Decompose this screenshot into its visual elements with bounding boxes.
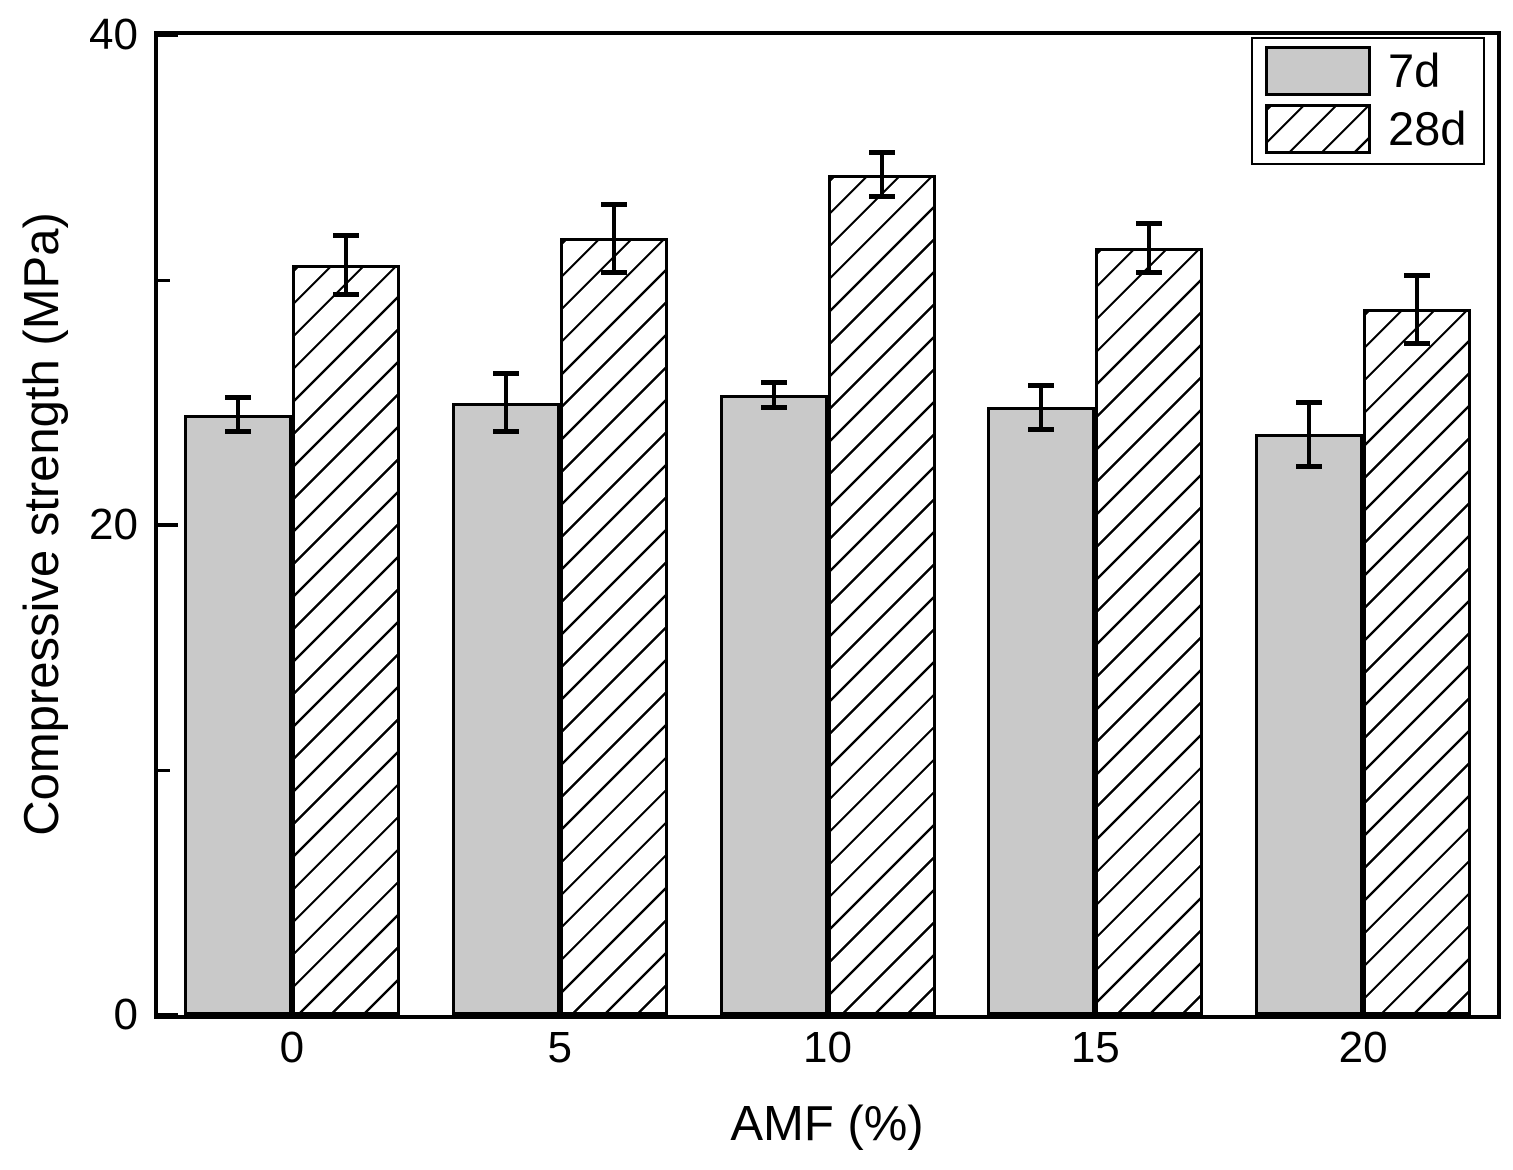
bar-7d-amf15 [987,407,1096,1015]
y-major-tick [158,523,178,527]
x-tick-label: 15 [1070,1023,1120,1072]
y-minor-tick [158,768,170,772]
bar-7d-amf0 [183,414,292,1015]
x-tick-label: 5 [547,1023,572,1072]
error-bar-cap-top [224,395,251,401]
error-bar-cap-bottom [492,429,519,435]
legend-swatch-28d [1265,104,1371,154]
error-bar-cap-bottom [1404,341,1431,347]
error-bar-cap-bottom [1296,463,1323,469]
error-bar-cap-top [1404,272,1431,278]
x-tick-label: 10 [803,1023,852,1072]
y-minor-tick [158,278,170,282]
bar-28d-amf5 [559,238,668,1015]
bar-28d-amf0 [291,265,400,1015]
bar-28d-amf10 [827,174,936,1015]
x-tick-label: 0 [279,1023,305,1072]
legend-row: 28d [1265,104,1483,154]
error-bar-cap-bottom [1028,426,1055,432]
error-bar-cap-top [600,201,627,207]
error-bar-7d-amf15 [1039,385,1044,430]
y-major-tick [158,33,178,37]
error-bar-28d-amf20 [1415,275,1420,344]
x-axis-title: AMF (%) [730,1097,924,1151]
error-bar-cap-top [1028,382,1055,388]
y-tick-label: 20 [89,500,138,549]
error-bar-cap-top [868,150,895,156]
bars-container [158,35,1497,1015]
error-bar-7d-amf5 [503,373,508,432]
error-bar-cap-top [332,233,359,239]
legend-swatch-7d [1265,46,1371,96]
error-bar-7d-amf10 [771,382,776,408]
error-bar-cap-top [1136,221,1163,227]
legend: 7d 28d [1251,37,1485,165]
error-bar-cap-bottom [1136,270,1163,276]
bar-28d-amf15 [1095,248,1204,1015]
bar-7d-amf20 [1255,434,1364,1015]
legend-label-28d: 28d [1388,102,1467,155]
error-bar-7d-amf0 [235,397,240,432]
error-bar-7d-amf20 [1307,402,1312,467]
y-tick-label: 40 [89,10,138,59]
error-bar-cap-top [492,370,519,376]
error-bar-cap-bottom [600,270,627,276]
error-bar-28d-amf10 [879,152,884,197]
bar-28d-amf20 [1363,309,1472,1015]
legend-row: 7d [1265,46,1483,96]
error-bar-28d-amf0 [343,235,348,295]
error-bar-cap-top [1296,400,1323,405]
bar-7d-amf5 [451,402,560,1015]
error-bar-28d-amf5 [611,204,616,273]
error-bar-cap-bottom [868,194,895,200]
x-tick-label: 20 [1338,1023,1388,1072]
y-tick-label: 0 [113,990,138,1039]
error-bar-28d-amf15 [1147,223,1152,273]
error-bar-cap-bottom [760,404,787,410]
error-bar-cap-bottom [224,429,251,435]
plot-area: 7d 28d [154,31,1501,1019]
error-bar-cap-bottom [332,292,359,298]
legend-label-7d: 7d [1388,44,1441,97]
y-major-tick [158,1013,178,1017]
bar-7d-amf10 [719,395,828,1015]
error-bar-cap-top [760,380,787,386]
